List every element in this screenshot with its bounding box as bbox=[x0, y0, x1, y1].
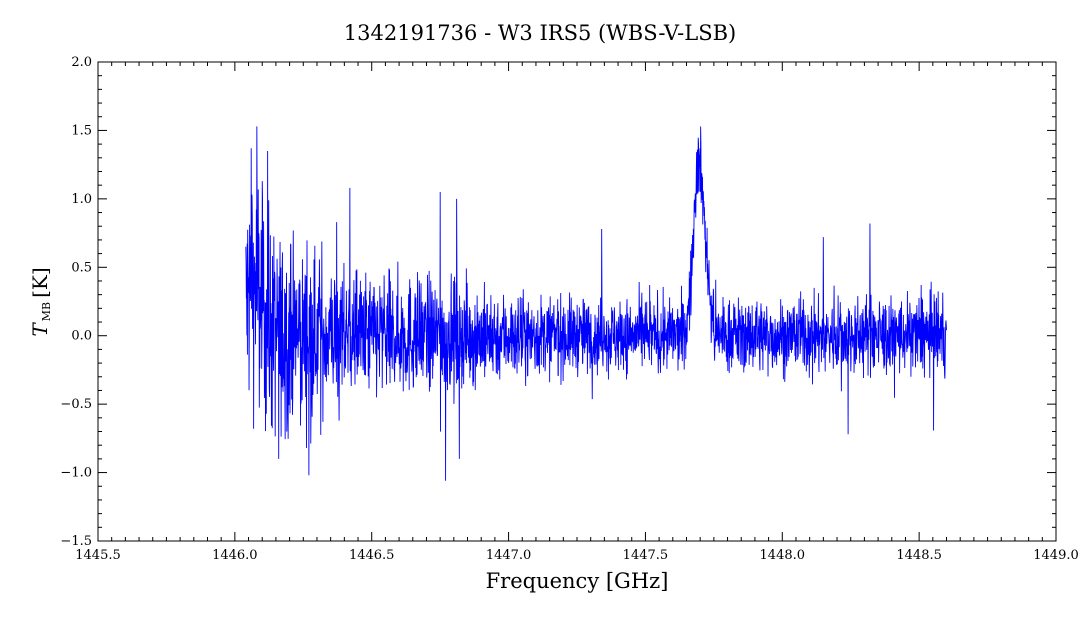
x-tick-label: 1449.0 bbox=[1033, 548, 1079, 563]
y-axis-symbol: T bbox=[28, 322, 52, 337]
plot-frame bbox=[97, 61, 1057, 542]
series-layer bbox=[245, 126, 947, 481]
y-tick-label: −1.0 bbox=[60, 466, 92, 481]
x-tick-label: 1446.0 bbox=[212, 548, 258, 563]
x-tick-label: 1446.5 bbox=[349, 548, 395, 563]
y-axis-subscript: MB bbox=[40, 302, 53, 321]
plot-area: 1445.5 1446.0 1446.5 1447.0 1447.5 1448.0 1448… bbox=[60, 55, 1078, 563]
y-tick-label: 2.0 bbox=[71, 55, 92, 70]
y-tick-label: 1.5 bbox=[71, 123, 92, 138]
y-tick-label: 0.0 bbox=[71, 329, 92, 344]
x-tick-label: 1447.5 bbox=[623, 548, 669, 563]
chart-title: 1342191736 - W3 IRS5 (WBS-V-LSB) bbox=[344, 21, 736, 45]
y-axis-label: TMB [K] bbox=[28, 267, 53, 336]
x-tick-label: 1448.5 bbox=[896, 548, 942, 563]
x-tick-label: 1448.0 bbox=[760, 548, 806, 563]
y-tick-label: −1.5 bbox=[60, 534, 92, 549]
y-tick-label: 0.5 bbox=[71, 260, 92, 275]
x-axis-label: Frequency [GHz] bbox=[486, 569, 669, 593]
x-tick-label: 1447.0 bbox=[486, 548, 532, 563]
x-tick-label: 1445.5 bbox=[75, 548, 121, 563]
y-axis-unit: [K] bbox=[28, 267, 52, 298]
y-tick-label: −0.5 bbox=[60, 397, 92, 412]
axes-layer: 1445.5 1446.0 1446.5 1447.0 1447.5 1448.0 1448… bbox=[60, 55, 1078, 563]
y-tick-label: 1.0 bbox=[71, 192, 92, 207]
spectrum-line bbox=[245, 126, 947, 481]
